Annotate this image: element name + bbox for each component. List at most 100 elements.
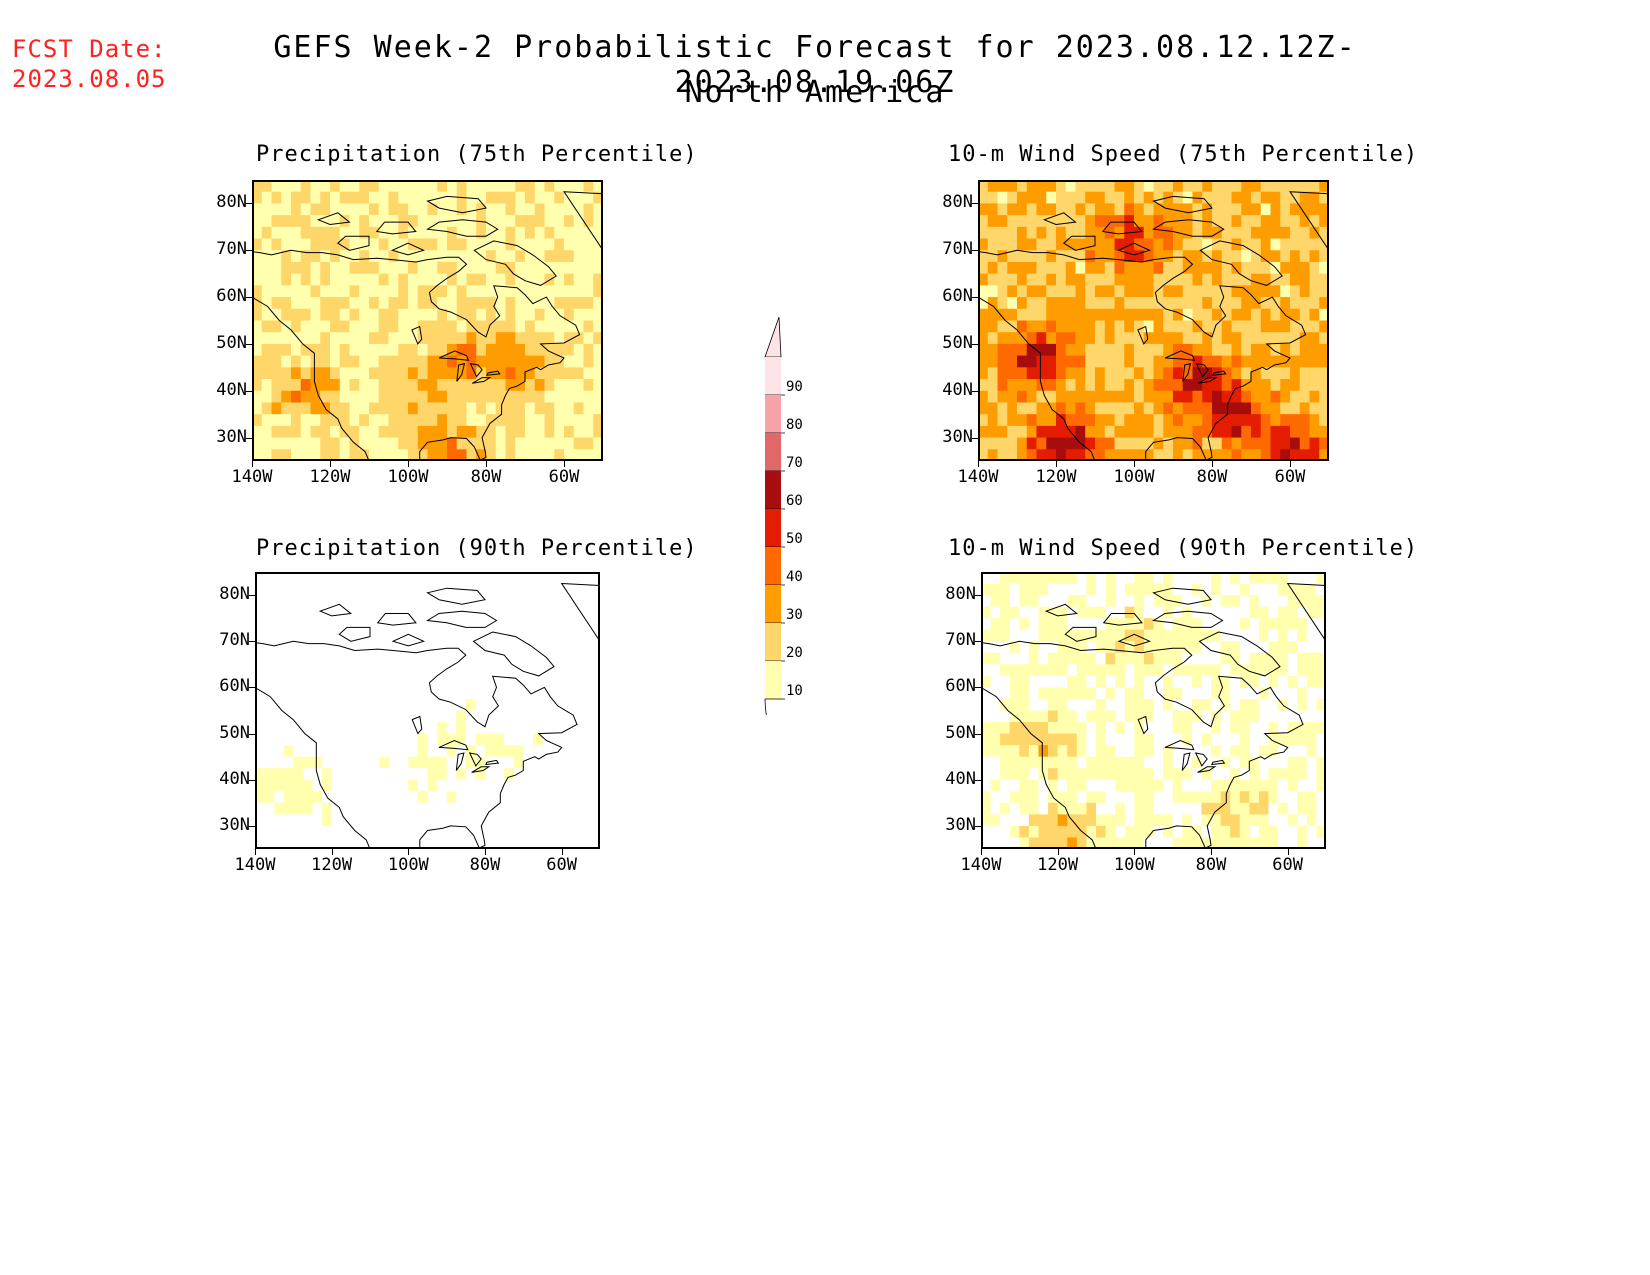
field-cell (1278, 606, 1289, 619)
field-cell (283, 652, 294, 665)
field-cell (1019, 618, 1030, 631)
field-cell (1085, 261, 1096, 275)
field-cell (378, 437, 390, 450)
field-cell (274, 595, 285, 608)
field-cell (1319, 273, 1329, 286)
colorbar-label: 70 (786, 455, 803, 471)
field-cell (1095, 355, 1106, 368)
field-cell (552, 733, 563, 746)
field-cell (300, 203, 312, 216)
field-cell (1036, 355, 1047, 368)
coastline (978, 249, 1307, 461)
field-cell (486, 367, 497, 380)
field-cell (554, 367, 565, 380)
field-cell (505, 226, 516, 240)
field-cell (293, 802, 304, 815)
colorbar-segment (765, 471, 781, 509)
field-cell (1057, 733, 1068, 746)
field-cell (271, 191, 282, 205)
field-cell (398, 180, 409, 193)
field-cell (312, 698, 323, 712)
field-cell (1230, 675, 1241, 689)
field-cell (513, 652, 524, 665)
field-cell (1124, 297, 1135, 310)
field-cell (1086, 802, 1097, 815)
field-cell (359, 320, 370, 333)
field-cell (1026, 343, 1038, 357)
field-cell (350, 710, 362, 723)
field-cell (281, 332, 292, 345)
field-cell (1057, 687, 1068, 700)
lat-tick (975, 687, 981, 689)
field-cell (264, 802, 275, 815)
field-cell (554, 191, 565, 205)
field-cell (446, 745, 457, 758)
field-cell (494, 837, 505, 849)
field-cell (1173, 402, 1184, 415)
field-cell (1104, 215, 1116, 228)
field-cell (1124, 825, 1135, 839)
field-cell (370, 572, 381, 585)
field-cell (987, 285, 999, 298)
field-cell (437, 343, 448, 357)
field-cell (1114, 191, 1125, 205)
field-cell (370, 583, 381, 596)
field-cell (398, 390, 409, 404)
field-cell (561, 595, 572, 608)
field-cell (1220, 675, 1231, 689)
field-cell (1086, 572, 1097, 585)
field-cell (359, 285, 370, 298)
field-cell (360, 756, 371, 769)
field-cell (1115, 814, 1126, 827)
field-cell (466, 226, 477, 240)
field-cell (1105, 572, 1116, 585)
field-cell (1038, 814, 1049, 827)
field-cell (525, 261, 536, 275)
field-cell (561, 722, 572, 735)
field-cell (495, 402, 507, 415)
field-cell (544, 332, 555, 345)
field-cell (544, 414, 555, 427)
field-cell (1249, 675, 1260, 689)
field-cell (264, 791, 275, 804)
field-cell (1046, 414, 1057, 427)
field-cell (544, 425, 555, 439)
field-cell (1163, 756, 1174, 769)
field-cell (1249, 837, 1260, 849)
field-cell (379, 837, 390, 849)
field-cell (1085, 437, 1096, 450)
field-cell (427, 332, 438, 345)
field-cell (1230, 722, 1241, 735)
field-cell (1249, 745, 1260, 758)
field-cell (1046, 332, 1057, 345)
field-cell (523, 791, 534, 804)
field-cell (300, 273, 312, 286)
field-cell (1085, 180, 1096, 193)
field-cell (590, 722, 600, 735)
field-cell (525, 437, 536, 450)
island-outline (1152, 195, 1213, 214)
field-cell (523, 687, 534, 700)
field-cell (359, 273, 370, 286)
field-cell (1268, 675, 1279, 689)
field-cell (341, 641, 352, 654)
field-cell (330, 250, 341, 263)
field-cell (1251, 226, 1262, 240)
field-cell (466, 285, 477, 298)
field-cell (504, 572, 515, 585)
field-cell (1104, 308, 1116, 322)
field-cell (369, 297, 380, 310)
field-cell (475, 618, 486, 631)
field-cell (593, 425, 603, 439)
field-cell (408, 355, 419, 368)
field-cell (427, 664, 438, 677)
field-cell (1095, 308, 1106, 322)
field-cell (281, 343, 292, 357)
field-cell (1067, 791, 1078, 804)
field-cell (320, 297, 331, 310)
field-cell (1287, 814, 1298, 827)
field-cell (264, 572, 275, 585)
field-cell (554, 343, 565, 357)
field-cell (1019, 629, 1030, 642)
field-cell (1096, 825, 1107, 839)
